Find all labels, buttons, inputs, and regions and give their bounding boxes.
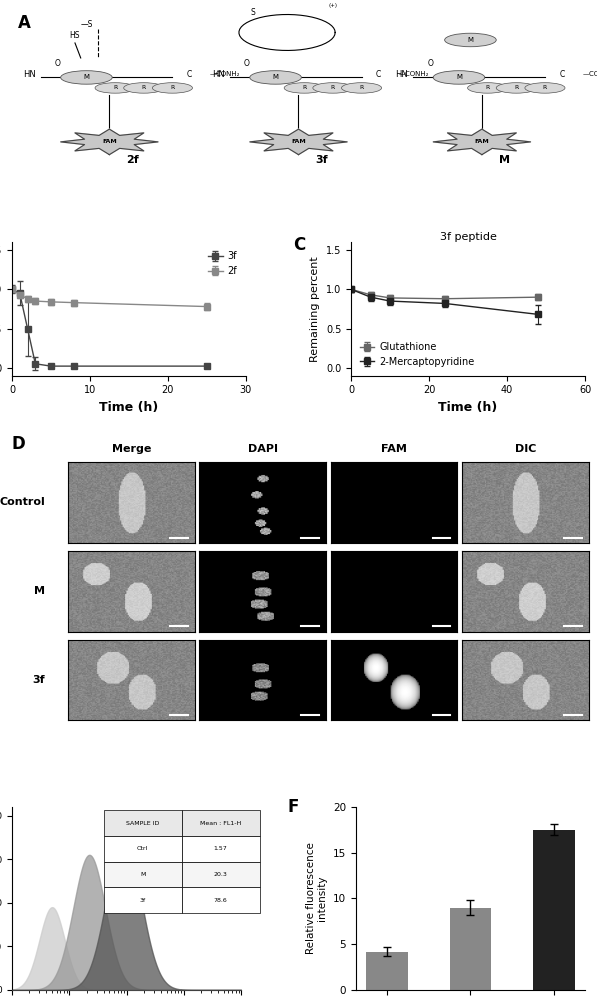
Bar — [181, 862, 260, 887]
Circle shape — [95, 83, 135, 93]
Bar — [450, 908, 491, 990]
Bar — [181, 887, 260, 913]
Text: R: R — [331, 85, 335, 90]
Text: R: R — [543, 85, 547, 90]
Bar — [533, 830, 575, 990]
Polygon shape — [61, 129, 158, 155]
Text: R: R — [113, 85, 117, 90]
Text: HN: HN — [395, 70, 408, 79]
Text: M: M — [140, 872, 145, 877]
Text: M: M — [499, 155, 510, 165]
Circle shape — [341, 83, 381, 93]
Bar — [104, 836, 181, 862]
Text: —CONH₂: —CONH₂ — [582, 71, 597, 77]
Text: 2f: 2f — [126, 155, 139, 165]
Text: FAM: FAM — [381, 444, 407, 454]
Text: M: M — [34, 586, 45, 596]
Text: FAM: FAM — [291, 139, 306, 144]
Text: HN: HN — [23, 70, 35, 79]
Text: DIC: DIC — [515, 444, 536, 454]
Text: DAPI: DAPI — [248, 444, 278, 454]
Circle shape — [496, 83, 536, 93]
Bar — [104, 887, 181, 913]
Text: HN: HN — [212, 70, 224, 79]
Polygon shape — [433, 129, 531, 155]
Text: A: A — [18, 14, 30, 32]
Legend: 3f, 2f: 3f, 2f — [204, 247, 241, 280]
Title: 3f peptide: 3f peptide — [439, 232, 497, 242]
Circle shape — [525, 83, 565, 93]
Polygon shape — [250, 129, 347, 155]
Circle shape — [152, 83, 192, 93]
Circle shape — [250, 71, 301, 84]
Text: (+): (+) — [328, 3, 337, 8]
Text: O: O — [244, 59, 250, 68]
Text: R: R — [170, 85, 174, 90]
Text: 3f: 3f — [315, 155, 328, 165]
Circle shape — [433, 71, 485, 84]
Text: FAM: FAM — [475, 139, 490, 144]
Circle shape — [284, 83, 324, 93]
Bar — [104, 862, 181, 887]
Text: —CONH₂: —CONH₂ — [210, 71, 240, 77]
Text: Mean : FL1-H: Mean : FL1-H — [200, 821, 241, 826]
Bar — [181, 836, 260, 862]
Text: —S: —S — [80, 20, 93, 29]
Text: M: M — [84, 74, 90, 80]
Text: O: O — [55, 59, 61, 68]
X-axis label: Time (h): Time (h) — [99, 401, 159, 414]
Circle shape — [61, 71, 112, 84]
Circle shape — [124, 83, 164, 93]
X-axis label: Time (h): Time (h) — [438, 401, 498, 414]
Text: SAMPLE ID: SAMPLE ID — [126, 821, 159, 826]
Text: C: C — [376, 70, 381, 79]
Text: M: M — [273, 74, 279, 80]
Text: M: M — [467, 37, 473, 43]
Bar — [366, 952, 408, 990]
Text: R: R — [359, 85, 364, 90]
Text: Merge: Merge — [112, 444, 151, 454]
Text: C: C — [187, 70, 192, 79]
Text: R: R — [514, 85, 518, 90]
Text: D: D — [12, 435, 26, 453]
Text: Control: Control — [0, 497, 45, 507]
Text: 3f: 3f — [32, 675, 45, 685]
Y-axis label: Relative fluorescence
intensity: Relative fluorescence intensity — [306, 842, 327, 954]
Text: R: R — [485, 85, 490, 90]
Text: 78.6: 78.6 — [214, 898, 227, 903]
Text: O: O — [427, 59, 433, 68]
Text: —CONH₂: —CONH₂ — [399, 71, 429, 77]
Text: 1.57: 1.57 — [214, 846, 227, 851]
Text: C: C — [293, 236, 305, 254]
Text: FAM: FAM — [102, 139, 117, 144]
Text: 3f: 3f — [140, 898, 146, 903]
Bar — [104, 810, 181, 836]
Circle shape — [467, 83, 507, 93]
Text: C: C — [559, 70, 565, 79]
Text: M: M — [456, 74, 462, 80]
Text: 20.3: 20.3 — [214, 872, 227, 877]
Legend: Glutathione, 2-Mercaptopyridine: Glutathione, 2-Mercaptopyridine — [356, 338, 478, 371]
Text: HS: HS — [70, 31, 80, 40]
Text: S: S — [250, 8, 255, 17]
Text: F: F — [287, 798, 298, 816]
Text: R: R — [302, 85, 306, 90]
Text: Ctrl: Ctrl — [137, 846, 148, 851]
Circle shape — [313, 83, 353, 93]
Bar — [181, 810, 260, 836]
Text: R: R — [141, 85, 146, 90]
Y-axis label: Remaining percent: Remaining percent — [310, 256, 321, 362]
Circle shape — [445, 33, 496, 47]
